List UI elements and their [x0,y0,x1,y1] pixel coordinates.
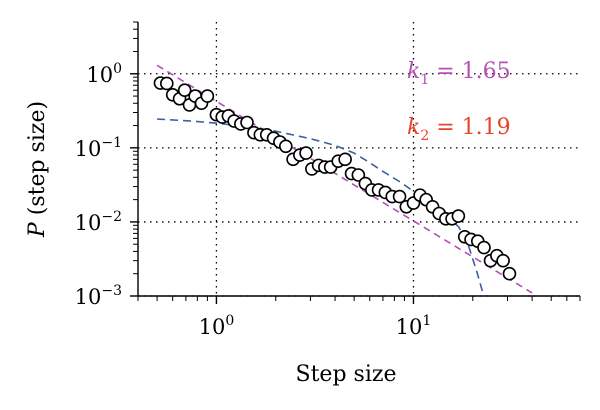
annotation-k2-subscript: 2 [420,128,429,144]
axes [130,21,581,304]
annotation-k2-value: = 1.19 [429,115,510,140]
y-tick-label-exponent: −2 [101,209,122,225]
data-point [351,168,366,182]
y-axis-title-rest: (step size) [25,101,50,222]
annotation-k1-value: = 1.65 [429,59,510,84]
data-point [299,146,313,160]
y-tick-label-base: 10 [75,285,102,309]
y-tick-label-base: 10 [86,63,113,87]
power-law-fit-line [156,64,533,294]
data-point [200,89,215,103]
x-tick-label-exponent: 0 [225,313,234,329]
y-tick-label-exponent: 0 [113,61,122,77]
data-point [338,152,352,167]
data-point [160,76,174,91]
x-axis-title: Step size [296,362,397,387]
y-tick-label-base: 10 [75,211,102,235]
annotation-k1-subscript: 1 [420,72,429,88]
y-tick-label-base: 10 [75,137,102,161]
y-tick-label: 10−1 [75,135,122,161]
y-tick-label: 10−3 [75,283,122,309]
y-axis-title: P (step size) [25,101,50,238]
y-tick-label: 100 [86,61,122,87]
data-point [177,83,192,98]
fit-curves [156,64,533,294]
y-tick-label-exponent: −3 [101,283,122,299]
data-point [240,115,254,130]
annotation-k1: k1 = 1.65 [407,59,511,88]
x-tick-label: 101 [396,313,432,339]
x-tick-label: 100 [199,313,235,339]
data-point [279,139,293,154]
data-point [477,240,491,255]
x-tick-label-base: 10 [396,315,423,339]
annotation-k2: k2 = 1.19 [407,115,511,144]
y-axis-title-italic: P [25,221,50,238]
data-point [496,253,510,268]
grid-lines [138,22,580,297]
x-tick-label-base: 10 [199,315,226,339]
data-point [502,266,517,281]
annotation-k1-symbol: k [407,59,420,84]
y-tick-label-exponent: −1 [101,135,122,151]
y-tick-label: 10−2 [75,209,122,235]
x-tick-label-exponent: 1 [422,313,431,329]
data-points [153,76,517,281]
data-point [392,189,407,204]
data-point [451,209,466,223]
annotation-k2-symbol: k [407,115,420,140]
